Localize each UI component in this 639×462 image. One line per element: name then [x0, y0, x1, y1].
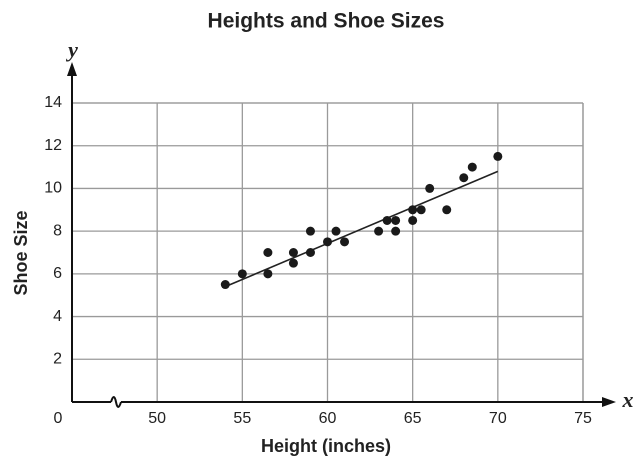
- data-point: [288, 258, 298, 268]
- data-point: [331, 226, 341, 236]
- data-point: [263, 269, 273, 279]
- data-point: [459, 173, 469, 183]
- x-tick-label: 65: [404, 410, 422, 427]
- x-tick-label: 50: [148, 410, 166, 427]
- y-tick-label: 14: [44, 94, 62, 111]
- data-point: [425, 183, 435, 193]
- y-tick-label: 12: [44, 137, 62, 154]
- y-axis-letter: y: [65, 37, 78, 62]
- data-point: [288, 248, 298, 257]
- axis-break: [110, 396, 122, 408]
- x-tick-label: 70: [489, 410, 507, 427]
- data-point: [374, 226, 384, 236]
- data-point: [220, 280, 230, 290]
- data-point: [263, 248, 273, 257]
- data-point: [305, 226, 315, 236]
- trend-line: [224, 170, 499, 288]
- y-tick-label: 4: [53, 308, 62, 325]
- data-point: [340, 237, 350, 247]
- chart-title: Heights and Shoe Sizes: [208, 10, 445, 33]
- y-tick-label: 8: [53, 222, 62, 239]
- y-tick-label: 2: [53, 351, 62, 368]
- data-point: [391, 226, 401, 236]
- data-point: [408, 205, 418, 215]
- x-tick-label: 75: [574, 410, 592, 427]
- data-point: [382, 215, 392, 225]
- data-point: [237, 269, 247, 279]
- x-axis-arrow: [602, 397, 616, 407]
- y-tick-label: 6: [53, 265, 62, 282]
- y-tick-label: 10: [44, 180, 62, 197]
- data-point: [391, 215, 401, 225]
- y-axis-label: Shoe Size: [11, 210, 31, 295]
- x-tick-label: 55: [233, 410, 251, 427]
- data-point: [467, 162, 477, 172]
- x-axis-letter: x: [622, 387, 634, 412]
- x-axis-label: Height (inches): [261, 436, 391, 456]
- data-point: [493, 151, 503, 161]
- data-point: [408, 215, 418, 225]
- data-point: [323, 237, 332, 247]
- y-axis-arrow: [67, 62, 77, 76]
- origin-label: 0: [54, 410, 63, 427]
- data-point: [442, 205, 452, 215]
- x-tick-label: 60: [319, 410, 337, 427]
- data-point: [305, 248, 315, 257]
- data-point: [416, 205, 426, 215]
